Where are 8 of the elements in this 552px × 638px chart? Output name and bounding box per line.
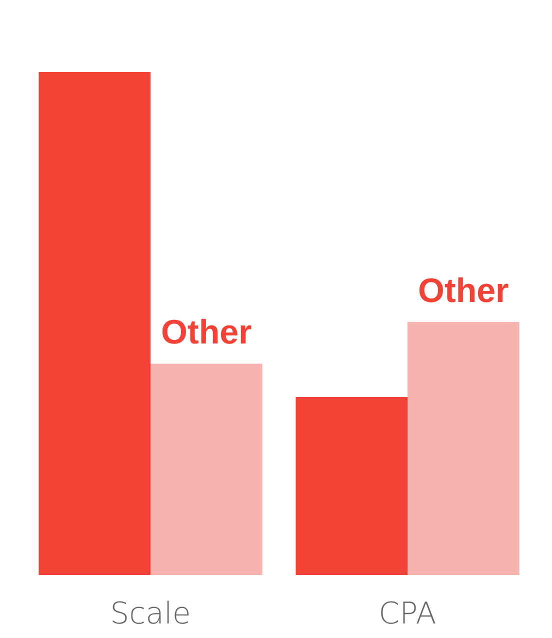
bar — [38, 72, 150, 575]
bar — [150, 364, 262, 575]
x-tick-label: CPA — [378, 596, 436, 632]
text: Other — [418, 272, 509, 310]
series-label: Other — [161, 314, 252, 352]
bar — [408, 322, 520, 575]
bar — [296, 396, 408, 575]
x-tick-label: Scale — [110, 596, 191, 632]
